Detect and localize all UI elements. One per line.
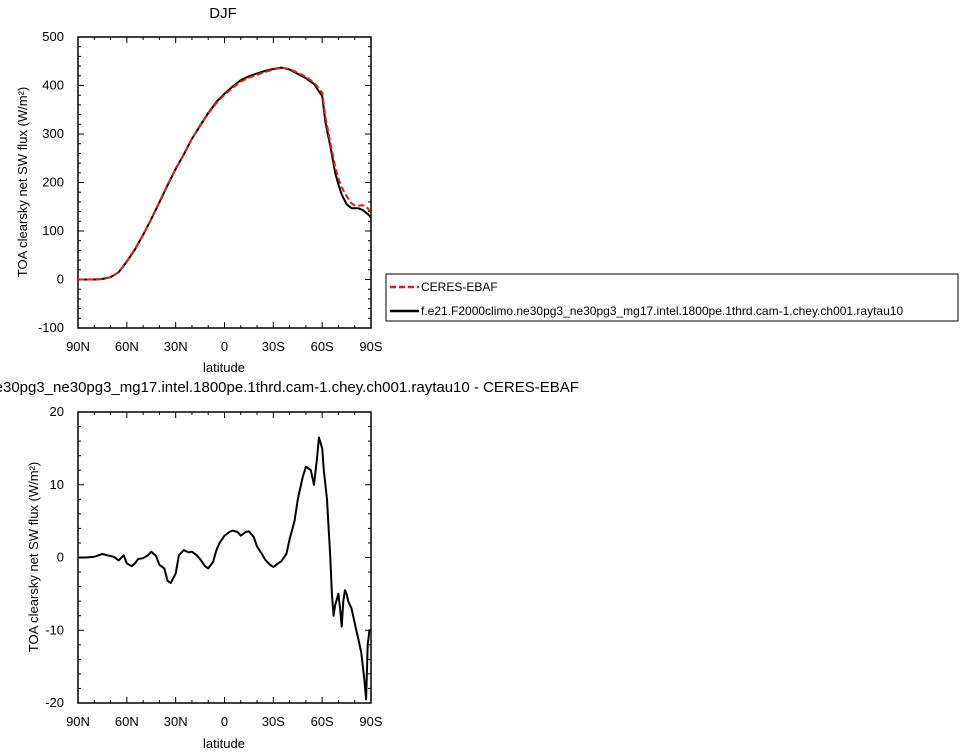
top-series-line-1 [78,66,372,281]
top-x-tick-label: 60N [115,339,139,354]
top-y-tick-label: -100 [38,320,64,335]
bottom-x-tick-label: 30N [164,714,188,729]
top-x-tick-label: 30S [262,339,285,354]
bottom-y-axis-title: TOA clearsky net SW flux (W/m²) [26,462,41,652]
top-series-lines [78,66,372,281]
top-y-tick-label: 500 [42,29,64,44]
bottom-x-axis-title: latitude [203,736,245,751]
bottom-x-tick-label: 30S [262,714,285,729]
bottom-plot-title: f.e21.F2000climo.ne30pg3_ne30pg3_mg17.in… [0,379,579,396]
top-series-line-0 [78,66,372,281]
top-x-axis-title: latitude [203,360,245,375]
bottom-y-tick-label: 0 [57,550,64,565]
bottom-y-tick-label: -10 [45,622,64,637]
top-y-tick-label: 100 [42,223,64,238]
bottom-x-tick-label: 90N [66,714,90,729]
top-y-tick-label: 200 [42,175,64,190]
top-y-tick-label: 0 [57,272,64,287]
bottom-plot: f.e21.F2000climo.ne30pg3_ne30pg3_mg17.in… [0,379,579,751]
bottom-x-ticks: 90N 60N 30N 0 30S 60S 90S [66,412,383,729]
top-plot: DJF 90N 60N 30N 0 30S 60S 90S -100 0 100 200 300 40… [15,5,383,375]
top-x-tick-label: 30N [164,339,188,354]
bottom-series-line-0 [78,436,371,701]
bottom-series-lines [78,436,371,701]
top-y-ticks: -100 0 100 200 300 400 500 [38,29,371,335]
top-x-tick-label: 90N [66,339,90,354]
bottom-x-tick-label: 90S [359,714,382,729]
top-y-tick-label: 300 [42,126,64,141]
legend: CERES-EBAF f.e21.F2000climo.ne30pg3_ne30… [385,273,959,322]
top-y-tick-label: 400 [42,78,64,93]
top-y-axis-title: TOA clearsky net SW flux (W/m²) [15,87,30,277]
bottom-y-tick-label: -20 [45,695,64,710]
legend-label-ceres: CERES-EBAF [421,280,498,294]
top-x-tick-label: 0 [221,339,228,354]
top-x-tick-label: 60S [311,339,334,354]
top-plot-frame [77,36,372,329]
legend-label-model: f.e21.F2000climo.ne30pg3_ne30pg3_mg17.in… [421,304,903,318]
bottom-x-tick-label: 60S [311,714,334,729]
bottom-y-tick-label: 20 [50,404,64,419]
top-x-tick-label: 90S [359,339,382,354]
bottom-x-tick-label: 60N [115,714,139,729]
bottom-y-tick-label: 10 [50,477,64,492]
top-plot-title: DJF [209,5,237,22]
top-x-ticks: 90N 60N 30N 0 30S 60S 90S [66,37,383,354]
bottom-y-ticks: -20 -10 0 10 20 [45,404,371,710]
bottom-x-tick-label: 0 [221,714,228,729]
legend-box [385,273,959,322]
